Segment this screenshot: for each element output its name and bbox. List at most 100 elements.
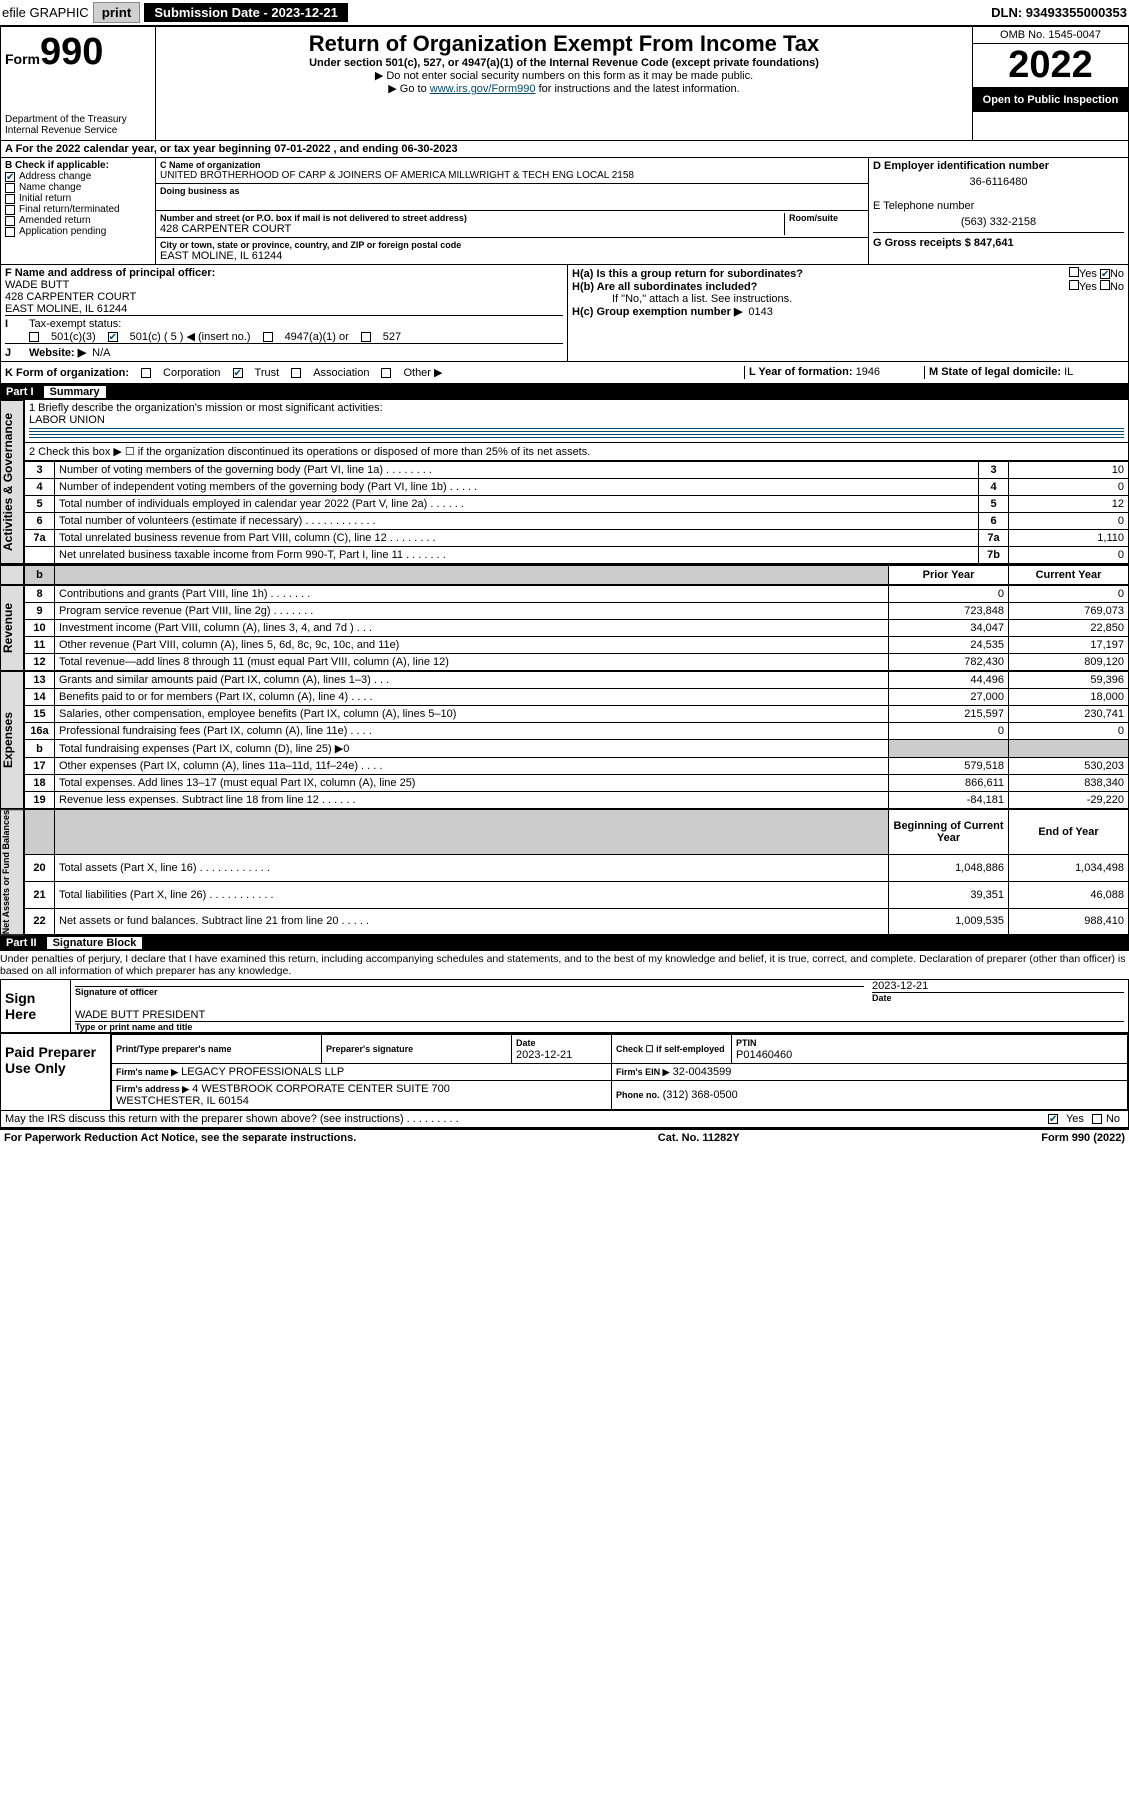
table-row: 4Number of independent voting members of… bbox=[25, 479, 1129, 496]
current-year-header: Current Year bbox=[1009, 566, 1129, 585]
firm-phone-value: (312) 368-0500 bbox=[663, 1089, 738, 1101]
mission-text: LABOR UNION bbox=[29, 414, 1124, 426]
table-row: 10Investment income (Part VIII, column (… bbox=[25, 620, 1129, 637]
form-title: Return of Organization Exempt From Incom… bbox=[160, 31, 968, 57]
other-checkbox[interactable] bbox=[381, 368, 391, 378]
penalties-text: Under penalties of perjury, I declare th… bbox=[0, 951, 1129, 979]
corp-checkbox[interactable] bbox=[141, 368, 151, 378]
check-amended-return[interactable]: Amended return bbox=[5, 215, 151, 226]
city-state-zip: EAST MOLINE, IL 61244 bbox=[160, 250, 864, 262]
part2-header: Part II Signature Block bbox=[0, 935, 1129, 951]
open-public-badge: Open to Public Inspection bbox=[973, 88, 1128, 112]
self-employed-check[interactable]: Check ☐ if self-employed bbox=[616, 1044, 725, 1054]
check-final-return-terminated[interactable]: Final return/terminated bbox=[5, 204, 151, 215]
4947-checkbox[interactable] bbox=[263, 332, 273, 342]
website-value: N/A bbox=[92, 347, 110, 359]
table-row: 6Total number of volunteers (estimate if… bbox=[25, 513, 1129, 530]
table-row: 9Program service revenue (Part VIII, lin… bbox=[25, 603, 1129, 620]
phone-label: E Telephone number bbox=[873, 200, 1124, 212]
table-row: 18Total expenses. Add lines 13–17 (must … bbox=[25, 775, 1129, 792]
firm-phone-label: Phone no. bbox=[616, 1090, 660, 1100]
phone-value: (563) 332-2158 bbox=[873, 212, 1124, 232]
form-subtitle: Under section 501(c), 527, or 4947(a)(1)… bbox=[160, 57, 968, 69]
table-row: 12Total revenue—add lines 8 through 11 (… bbox=[25, 654, 1129, 671]
dept-treasury: Department of the Treasury bbox=[5, 114, 151, 125]
prior-year-header: Prior Year bbox=[889, 566, 1009, 585]
check-application-pending[interactable]: Application pending bbox=[5, 226, 151, 237]
firm-ein-value: 32-0043599 bbox=[673, 1066, 732, 1078]
form-header: Form990 Department of the Treasury Inter… bbox=[0, 25, 1129, 141]
irs-label: Internal Revenue Service bbox=[5, 125, 151, 136]
ptin-value: P01460460 bbox=[736, 1049, 792, 1061]
527-checkbox[interactable] bbox=[361, 332, 371, 342]
gross-receipts-value: 847,641 bbox=[974, 237, 1014, 249]
page-footer: For Paperwork Reduction Act Notice, see … bbox=[0, 1130, 1129, 1146]
part1-title: Summary bbox=[44, 386, 106, 398]
table-row: 20Total assets (Part X, line 16) . . . .… bbox=[25, 855, 1129, 882]
top-bar: efile GRAPHIC print Submission Date - 20… bbox=[0, 0, 1129, 25]
part2-title: Signature Block bbox=[47, 937, 143, 949]
tax-year-range: A For the 2022 calendar year, or tax yea… bbox=[0, 141, 1129, 158]
irs-link[interactable]: www.irs.gov/Form990 bbox=[430, 83, 536, 95]
table-row: 14Benefits paid to or for members (Part … bbox=[25, 689, 1129, 706]
table-row: 5Total number of individuals employed in… bbox=[25, 496, 1129, 513]
table-row: 21Total liabilities (Part X, line 26) . … bbox=[25, 881, 1129, 908]
print-button[interactable]: print bbox=[93, 2, 141, 23]
tax-status-label: Tax-exempt status: bbox=[29, 318, 121, 330]
officer-name: WADE BUTT bbox=[5, 279, 563, 291]
part1-label: Part I bbox=[6, 386, 34, 398]
netassets-table: Beginning of Current YearEnd of Year20To… bbox=[24, 809, 1129, 935]
assoc-checkbox[interactable] bbox=[291, 368, 301, 378]
501c3-checkbox[interactable] bbox=[29, 332, 39, 342]
efile-label: efile GRAPHIC bbox=[2, 5, 89, 20]
vert-governance: Activities & Governance bbox=[0, 400, 24, 564]
m-value: IL bbox=[1064, 366, 1073, 378]
no-label: No bbox=[1102, 1113, 1124, 1125]
table-row: 19Revenue less expenses. Subtract line 1… bbox=[25, 792, 1129, 809]
tax-year: 2022 bbox=[973, 44, 1128, 88]
prep-name-label: Print/Type preparer's name bbox=[116, 1044, 232, 1054]
firm-name-label: Firm's name ▶ bbox=[116, 1067, 178, 1077]
check-initial-return[interactable]: Initial return bbox=[5, 193, 151, 204]
sig-date-label: Date bbox=[872, 993, 1124, 1003]
ha-yes-checkbox[interactable] bbox=[1069, 267, 1079, 277]
ptin-label: PTIN bbox=[736, 1038, 757, 1048]
firm-name-value: LEGACY PROFESSIONALS LLP bbox=[181, 1066, 344, 1078]
cat-number: Cat. No. 11282Y bbox=[658, 1132, 740, 1144]
sig-officer-label: Signature of officer bbox=[75, 987, 864, 997]
governance-table: 3Number of voting members of the governi… bbox=[24, 461, 1129, 564]
sign-here-block: Sign Here Signature of officer 2023-12-2… bbox=[0, 979, 1129, 1033]
officer-label: F Name and address of principal officer: bbox=[5, 267, 563, 279]
dba-label: Doing business as bbox=[160, 186, 864, 196]
room-label: Room/suite bbox=[789, 213, 864, 223]
trust-checkbox[interactable] bbox=[233, 368, 243, 378]
check-name-change[interactable]: Name change bbox=[5, 182, 151, 193]
501c-checkbox[interactable] bbox=[108, 332, 118, 342]
part2-label: Part II bbox=[6, 937, 37, 949]
table-row: 8Contributions and grants (Part VIII, li… bbox=[25, 586, 1129, 603]
col-header-table: b Prior Year Current Year bbox=[24, 565, 1129, 585]
paid-preparer-block: Paid Preparer Use Only Print/Type prepar… bbox=[0, 1033, 1129, 1111]
officer-group-block: F Name and address of principal officer:… bbox=[0, 265, 1129, 362]
discuss-no-checkbox[interactable] bbox=[1092, 1114, 1102, 1124]
ein-label: D Employer identification number bbox=[873, 160, 1124, 172]
l-label: L Year of formation: bbox=[749, 366, 853, 378]
m-label: M State of legal domicile: bbox=[929, 366, 1061, 378]
check-applicable: B Check if applicable: Address changeNam… bbox=[1, 158, 156, 264]
hb-label: H(b) Are all subordinates included? bbox=[572, 281, 757, 293]
check-address-change[interactable]: Address change bbox=[5, 171, 151, 182]
vert-expenses: Expenses bbox=[0, 671, 24, 809]
hb-yes-checkbox[interactable] bbox=[1069, 280, 1079, 290]
hb-no-checkbox[interactable] bbox=[1100, 280, 1110, 290]
ein-value: 36-6116480 bbox=[873, 172, 1124, 192]
table-row: 16aProfessional fundraising fees (Part I… bbox=[25, 723, 1129, 740]
dln-label: DLN: 93493355000353 bbox=[991, 5, 1127, 20]
discuss-question: May the IRS discuss this return with the… bbox=[5, 1113, 1048, 1125]
ha-no-checkbox[interactable] bbox=[1100, 269, 1110, 279]
form-ref: Form 990 (2022) bbox=[1041, 1132, 1125, 1144]
form-org-block: K Form of organization: Corporation Trus… bbox=[0, 362, 1129, 384]
expenses-table: 13Grants and similar amounts paid (Part … bbox=[24, 671, 1129, 809]
discuss-yes-checkbox[interactable] bbox=[1048, 1114, 1058, 1124]
table-row: 17Other expenses (Part IX, column (A), l… bbox=[25, 758, 1129, 775]
gross-receipts-label: G Gross receipts $ bbox=[873, 237, 971, 249]
